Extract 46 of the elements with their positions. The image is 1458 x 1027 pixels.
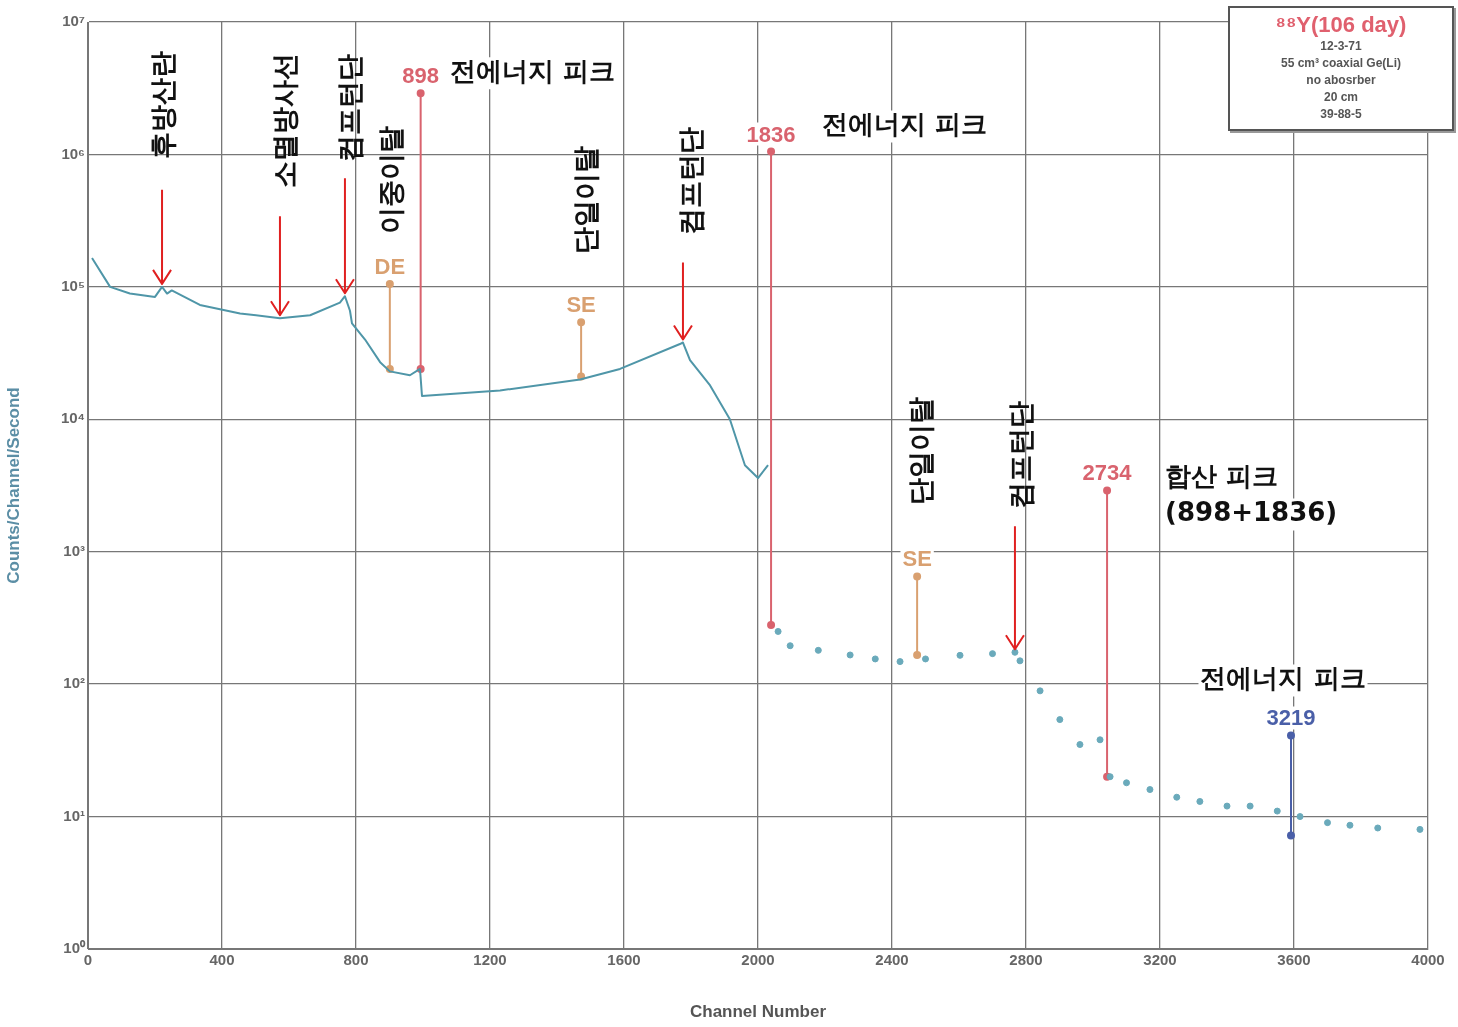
series-label: SE xyxy=(902,546,932,572)
x-tick-label: 3200 xyxy=(1143,951,1177,969)
annotation: no abosrber xyxy=(1305,72,1377,89)
y-tick-label: 10³ xyxy=(63,541,85,559)
annotation: 후방산란 xyxy=(147,50,179,159)
annotation: 이중이탈 xyxy=(374,126,406,235)
x-tick-label: 2000 xyxy=(741,951,775,969)
x-tick-label: 2400 xyxy=(875,951,909,969)
x-tick-label: 1200 xyxy=(473,951,507,969)
x-tick-label: 1600 xyxy=(607,951,641,969)
annotation: 20 cm xyxy=(1323,89,1359,106)
series-label: 898 xyxy=(402,63,440,89)
annotation: 소멸방사선 xyxy=(268,52,300,188)
series-label: SE xyxy=(566,292,596,318)
chart-title: ⁸⁸Y(106 day) xyxy=(1274,12,1408,38)
x-tick-label: 800 xyxy=(343,951,369,969)
x-tick-label: 3600 xyxy=(1277,951,1311,969)
annotation: 단일이탈 xyxy=(905,397,937,506)
y-tick-label: 10¹ xyxy=(63,806,85,824)
series-label: 1836 xyxy=(746,121,796,147)
annotation: 전에너지 피크 xyxy=(822,109,988,140)
series-label: 3219 xyxy=(1266,705,1316,731)
x-tick-label: 0 xyxy=(83,951,93,969)
y-tick-label: 10⁷ xyxy=(62,12,85,30)
annotation: 전에너지 피크 xyxy=(449,55,615,86)
y-axis-title: Counts/Channel/Second xyxy=(3,387,23,584)
annotation: 39-88-5 xyxy=(1319,106,1363,123)
y-tick-label: 10⁶ xyxy=(61,144,85,162)
x-tick-label: 2800 xyxy=(1009,951,1043,969)
y-tick-label: 10² xyxy=(63,674,85,692)
y-tick-label: 10⁰ xyxy=(63,939,86,957)
x-tick-label: 400 xyxy=(209,951,235,969)
series-label: 2734 xyxy=(1082,460,1133,486)
y-tick-label: 10⁵ xyxy=(61,277,85,294)
x-axis-title: Channel Number xyxy=(689,1002,827,1022)
annotation: 합산 피크 (898+1836) xyxy=(1165,461,1338,528)
annotation: 전에너지 피크 xyxy=(1200,663,1366,694)
annotation: 12-3-71 xyxy=(1319,38,1363,55)
x-tick-label: 4000 xyxy=(1411,951,1445,969)
annotation: 단일이탈 xyxy=(570,146,602,255)
annotation: 컴프턴단 xyxy=(1004,401,1036,510)
annotation: 컴프턴단 xyxy=(674,126,706,235)
annotation: 55 cm³ coaxial Ge(Li) xyxy=(1279,55,1402,72)
series-label: DE xyxy=(374,254,406,280)
annotation: 컴프턴단 xyxy=(333,54,365,163)
y-tick-label: 10⁴ xyxy=(60,409,85,427)
